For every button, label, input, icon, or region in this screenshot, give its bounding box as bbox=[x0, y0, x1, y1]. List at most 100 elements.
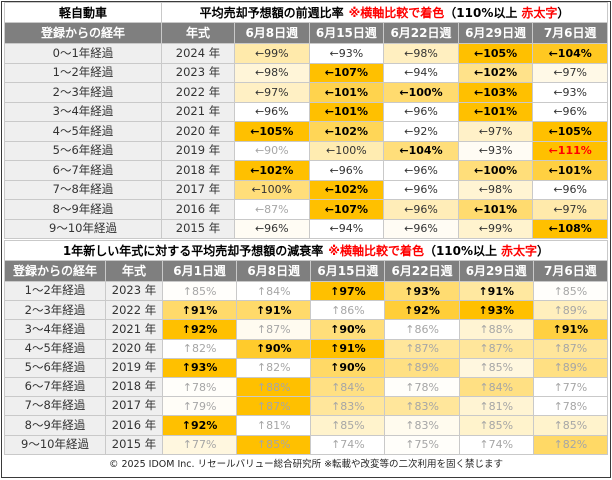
table1-value-cell: ←96% bbox=[235, 219, 309, 238]
table1-year-label: 2017 年 bbox=[162, 180, 234, 199]
table1-age-label: 1〜2年経過 bbox=[5, 63, 161, 82]
table2-value-cell: ↑84% bbox=[311, 377, 385, 397]
table1-value-cell: ←100% bbox=[309, 141, 384, 160]
table1-week-header: 6月8日週 bbox=[235, 23, 309, 43]
table2-value-cell: ↑74% bbox=[459, 435, 533, 454]
table2-value-cell: ↑87% bbox=[385, 339, 459, 358]
vehicle-category-label: 軽自動車 bbox=[5, 3, 161, 22]
table2-value-cell: ↑85% bbox=[459, 358, 533, 377]
table1-title: 平均売却予想額の前週比率 ※横軸比較で着色 （110%以上 赤太字） bbox=[162, 3, 607, 22]
table2-age-label: 9〜10年経過 bbox=[5, 435, 105, 454]
table2-value-cell: ↑86% bbox=[385, 320, 459, 339]
table2-value-cell: ↑87% bbox=[237, 397, 311, 416]
table1-value-cell: ←97% bbox=[533, 63, 607, 82]
table1-value-cell: ←99% bbox=[458, 219, 533, 238]
table1-age-label: 7〜8年経過 bbox=[5, 180, 161, 199]
table2-value-cell: ↑83% bbox=[385, 397, 459, 416]
table2-value-cell: ↑77% bbox=[533, 377, 607, 397]
table2-year-label: 2017 年 bbox=[106, 397, 162, 416]
table2-value-cell: ↑92% bbox=[163, 320, 237, 339]
table1-value-cell: ←92% bbox=[384, 122, 458, 141]
table2-value-cell: ↑82% bbox=[533, 435, 607, 454]
table2-value-cell: ↑83% bbox=[385, 416, 459, 435]
table2-value-cell: ↑81% bbox=[459, 397, 533, 416]
table2-value-cell: ↑78% bbox=[533, 397, 607, 416]
table2-value-cell: ↑84% bbox=[459, 377, 533, 397]
table2-value-cell: ↑91% bbox=[237, 301, 311, 320]
table2-year-label: 2020 年 bbox=[106, 339, 162, 358]
table2-value-cell: ↑86% bbox=[311, 301, 385, 320]
table1-age-label: 6〜7年経過 bbox=[5, 161, 161, 180]
table1-value-cell: ←102% bbox=[458, 63, 533, 82]
table2-value-cell: ↑85% bbox=[533, 416, 607, 435]
table2-value-cell: ↑78% bbox=[163, 377, 237, 397]
table1-week-header: 6月29日週 bbox=[458, 23, 533, 43]
table1-value-cell: ←102% bbox=[309, 122, 384, 141]
table2-value-cell: ↑92% bbox=[163, 416, 237, 435]
table2-value-cell: ↑97% bbox=[311, 282, 385, 301]
table2-value-cell: ↑89% bbox=[533, 301, 607, 320]
table1-title-text: 平均売却予想額の前週比率 bbox=[199, 5, 344, 20]
table2-value-cell: ↑82% bbox=[237, 358, 311, 377]
table1-value-cell: ←98% bbox=[235, 63, 309, 82]
table1-legend-suffix: ） bbox=[557, 5, 570, 20]
table1-value-cell: ←102% bbox=[235, 161, 309, 180]
table1-value-cell: ←96% bbox=[384, 180, 458, 199]
table1-value-cell: ←102% bbox=[309, 180, 384, 199]
table2-value-cell: ↑75% bbox=[385, 435, 459, 454]
table2-value-cell: ↑92% bbox=[385, 301, 459, 320]
table1-age-label: 4〜5年経過 bbox=[5, 122, 161, 141]
table2-week-header: 6月8日週 bbox=[237, 261, 311, 281]
table1-value-cell: ←90% bbox=[235, 141, 309, 160]
table1-year-label: 2020 年 bbox=[162, 122, 234, 141]
table2-value-cell: ↑85% bbox=[459, 416, 533, 435]
table1-value-cell: ←107% bbox=[309, 200, 384, 219]
table2-value-cell: ↑91% bbox=[163, 301, 237, 320]
copyright-footer: © 2025 IDOM Inc. リセールバリュー総合研究所 ※転載や改変等の二… bbox=[108, 459, 504, 470]
table2-value-cell: ↑87% bbox=[533, 339, 607, 358]
table2-value-cell: ↑85% bbox=[163, 282, 237, 301]
table2-year-label: 2015 年 bbox=[106, 435, 162, 454]
table1-age-header: 登録からの経年 bbox=[5, 23, 161, 43]
table2-year-label: 2019 年 bbox=[106, 358, 162, 377]
table2-legend-prefix: （110%以上 bbox=[423, 243, 498, 258]
table1-value-cell: ←101% bbox=[458, 200, 533, 219]
weekly-ratio-table: 軽自動車 平均売却予想額の前週比率 ※横軸比較で着色 （110%以上 赤太字） 登録か… bbox=[4, 2, 608, 239]
table2-age-label: 1〜2年経過 bbox=[5, 282, 105, 301]
table1-value-cell: ←96% bbox=[533, 180, 607, 199]
table2-value-cell: ↑88% bbox=[237, 377, 311, 397]
table1-age-label: 2〜3年経過 bbox=[5, 83, 161, 102]
table2-value-cell: ↑93% bbox=[385, 282, 459, 301]
table1-value-cell: ←103% bbox=[458, 83, 533, 102]
table1-year-label: 2015 年 bbox=[162, 219, 234, 238]
table2-value-cell: ↑89% bbox=[533, 358, 607, 377]
table2-value-cell: ↑79% bbox=[163, 397, 237, 416]
table1-value-cell: ←101% bbox=[458, 102, 533, 121]
table1-value-cell: ←93% bbox=[458, 141, 533, 160]
table1-value-cell: ←93% bbox=[533, 83, 607, 102]
table1-value-cell: ←100% bbox=[384, 83, 458, 102]
table1-year-header: 年式 bbox=[162, 23, 234, 43]
table1-value-cell: ←99% bbox=[235, 44, 309, 63]
table1-week-header: 6月15日週 bbox=[309, 23, 384, 43]
table2-legend-suffix: ） bbox=[537, 243, 550, 258]
table2-age-label: 7〜8年経過 bbox=[5, 397, 105, 416]
table2-value-cell: ↑85% bbox=[533, 282, 607, 301]
table2-title: 1年新しい年式に対する平均売却予想額の減衰率 ※横軸比較で着色 （110%以上 赤太字… bbox=[5, 241, 607, 260]
table2-value-cell: ↑93% bbox=[163, 358, 237, 377]
table1-value-cell: ←101% bbox=[309, 83, 384, 102]
table1-coloring-note: ※横軸比較で着色 bbox=[348, 5, 445, 20]
table1-value-cell: ←100% bbox=[235, 180, 309, 199]
table2-age-label: 4〜5年経過 bbox=[5, 339, 105, 358]
table2-title-text: 1年新しい年式に対する平均売却予想額の減衰率 bbox=[62, 243, 324, 258]
table1-value-cell: ←97% bbox=[533, 200, 607, 219]
table2-week-header: 6月29日週 bbox=[459, 261, 533, 281]
table1-week-header: 7月6日週 bbox=[533, 23, 607, 43]
table2-age-label: 6〜7年経過 bbox=[5, 377, 105, 397]
table2-value-cell: ↑89% bbox=[385, 358, 459, 377]
table1-value-cell: ←96% bbox=[384, 161, 458, 180]
table2-age-header: 登録からの経年 bbox=[5, 261, 105, 281]
table2-value-cell: ↑91% bbox=[311, 339, 385, 358]
table1-value-cell: ←111% bbox=[533, 141, 607, 160]
table1-year-label: 2021 年 bbox=[162, 102, 234, 121]
